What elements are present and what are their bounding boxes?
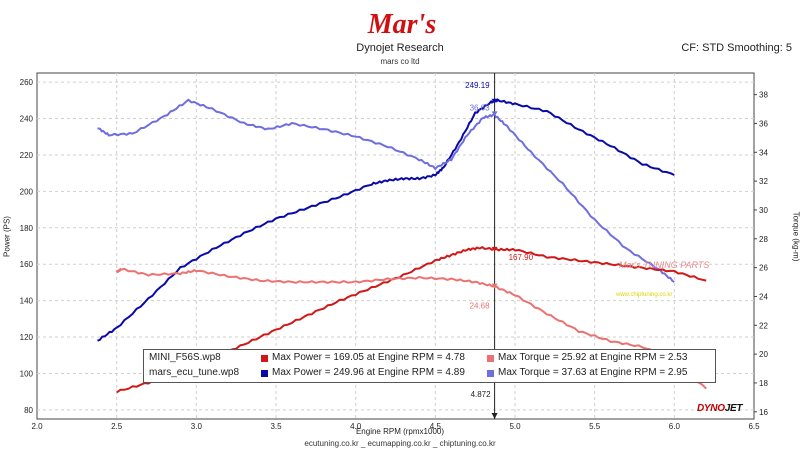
watermark-text: Mar's TUNING PARTS — [619, 260, 710, 270]
y2-tick-label: 20 — [759, 350, 768, 359]
x-tick-label: 4.0 — [350, 422, 362, 431]
series-line — [97, 98, 675, 342]
y-axis-label-right: Torque (kg-m) — [791, 211, 800, 262]
y2-tick-label: 24 — [759, 292, 768, 301]
legend-file: mars_ecu_tune.wp8 — [149, 367, 240, 378]
annotation-marker — [491, 246, 498, 252]
legend-file: MINI_F56S.wp8 — [149, 352, 221, 363]
y-tick-label: 140 — [20, 297, 34, 306]
y-tick-label: 80 — [24, 406, 33, 415]
annotation-label: 24.68 — [470, 302, 491, 311]
y2-tick-label: 22 — [759, 321, 768, 330]
dynojet-logo-a: DYNO — [697, 403, 725, 414]
y-tick-label: 200 — [20, 187, 34, 196]
y2-tick-label: 18 — [759, 379, 768, 388]
x-tick-label: 6.0 — [669, 422, 681, 431]
x-tick-label: 5.0 — [509, 422, 521, 431]
y-tick-label: 100 — [20, 369, 34, 378]
y2-tick-label: 28 — [759, 235, 768, 244]
y2-tick-label: 30 — [759, 206, 768, 215]
mars-logo: Mar's — [367, 9, 437, 40]
annotations: 249.19 36.63 167.90 24.68 — [465, 81, 533, 311]
chart-subtitle: mars co ltd — [380, 57, 420, 66]
cursor-label: 4.872 — [471, 390, 492, 399]
y-tick-label: 180 — [20, 224, 34, 233]
right-axis-ticks: 16 18 20 22 24 26 28 30 32 34 36 38 — [754, 91, 768, 417]
y-tick-label: 120 — [20, 333, 34, 342]
watermark-url: www.chiptuning.co.kr — [616, 292, 673, 298]
legend-power: Max Power = 249.96 at Engine RPM = 4.89 — [272, 367, 465, 378]
legend-torque: Max Torque = 37.63 at Engine RPM = 2.95 — [498, 367, 688, 378]
y-tick-label: 160 — [20, 260, 34, 269]
x-axis-label: Engine RPM (rpmx1000) — [355, 427, 445, 436]
y2-tick-label: 16 — [759, 408, 768, 417]
annotation-label: 167.90 — [509, 253, 534, 262]
x-tick-label: 2.5 — [111, 422, 123, 431]
x-axis-ticks: 2.0 2.5 3.0 3.5 4.0 4.5 5.0 5.5 6.0 6.5 — [31, 422, 760, 431]
legend-swatch — [487, 370, 494, 377]
legend-row: mars_ecu_tune.wp8 Max Power = 249.96 at … — [144, 366, 715, 381]
series-group — [97, 98, 707, 394]
chart-title: Dynojet Research — [356, 42, 444, 54]
x-tick-label: 5.5 — [589, 422, 601, 431]
cursor-marker — [491, 413, 498, 419]
x-tick-label: 6.5 — [748, 422, 760, 431]
legend-swatch — [261, 355, 268, 362]
legend: MINI_F56S.wp8 Max Power = 169.05 at Engi… — [143, 349, 716, 383]
mars-logo-text: Mar's — [367, 9, 437, 40]
x-tick-label: 3.0 — [191, 422, 203, 431]
series-line — [97, 98, 675, 283]
y2-tick-label: 36 — [759, 119, 768, 128]
annotation-marker — [491, 283, 498, 289]
y2-tick-label: 38 — [759, 91, 768, 100]
y2-tick-label: 32 — [759, 177, 768, 186]
y-axis-label-left: Power (PS) — [2, 216, 12, 257]
annotation-marker — [491, 111, 498, 117]
annotation-label: 249.19 — [465, 81, 490, 90]
y-tick-label: 240 — [20, 115, 34, 124]
annotation-label: 36.63 — [470, 103, 491, 112]
legend-power: Max Power = 169.05 at Engine RPM = 4.78 — [272, 352, 465, 363]
legend-swatch — [487, 355, 494, 362]
y2-tick-label: 34 — [759, 148, 768, 157]
y-tick-label: 260 — [20, 78, 34, 87]
dynojet-logo: DYNOJET — [697, 403, 742, 414]
annotation-marker — [491, 98, 498, 104]
x-tick-label: 2.0 — [31, 422, 43, 431]
legend-row: MINI_F56S.wp8 Max Power = 169.05 at Engi… — [144, 351, 715, 366]
footer-links: ecutuning.co.kr _ ecumapping.co.kr _ chi… — [304, 439, 496, 448]
y-tick-label: 220 — [20, 151, 34, 160]
x-tick-label: 4.5 — [430, 422, 442, 431]
correction-info: CF: STD Smoothing: 5 — [681, 42, 792, 54]
series-line — [115, 267, 707, 390]
x-tick-label: 3.5 — [270, 422, 282, 431]
left-axis-ticks: 80 100 120 140 160 180 200 220 240 260 — [20, 78, 34, 415]
y2-tick-label: 26 — [759, 264, 768, 273]
dynojet-logo-b: JET — [724, 403, 743, 414]
legend-torque: Max Torque = 25.92 at Engine RPM = 2.53 — [498, 352, 688, 363]
legend-swatch — [261, 370, 268, 377]
